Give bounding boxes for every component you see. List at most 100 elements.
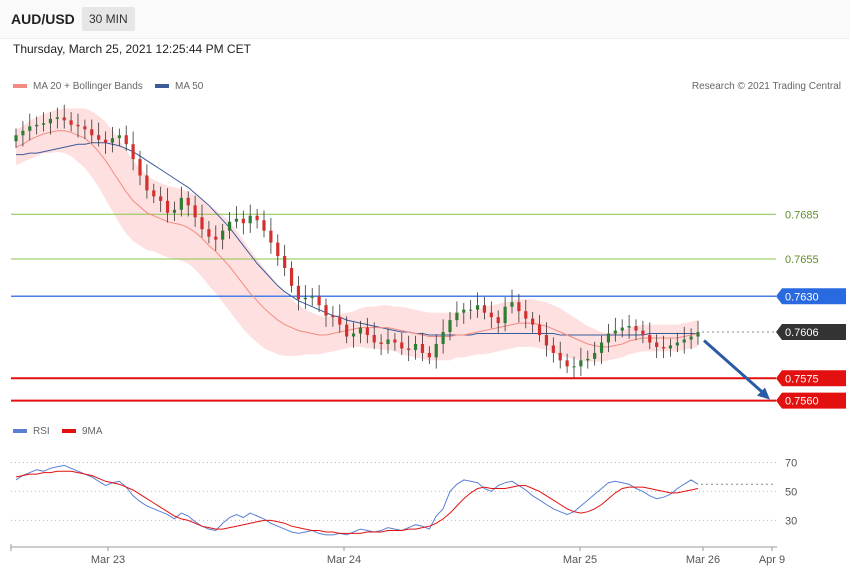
- candle: [586, 350, 590, 369]
- x-tick-label: Mar 24: [327, 554, 361, 566]
- candle: [207, 220, 211, 244]
- timeframe-button[interactable]: 30 MIN: [82, 7, 135, 31]
- level-label-0.7560: 0.7560: [785, 396, 819, 408]
- candle: [255, 209, 259, 229]
- copyright-text: Research © 2021 Trading Central: [692, 81, 841, 92]
- level-lines-layer: [11, 213, 776, 402]
- candle: [620, 319, 624, 338]
- forecast-arrow-shaft: [703, 339, 765, 395]
- candle: [475, 292, 480, 318]
- candle: [289, 261, 294, 293]
- candle: [221, 223, 225, 250]
- candle: [124, 125, 128, 151]
- ma20-legend-label: MA 20 + Bollinger Bands: [33, 81, 143, 92]
- candle: [214, 225, 218, 251]
- candle: [482, 297, 487, 320]
- candle: [358, 320, 363, 344]
- candle: [159, 186, 163, 213]
- forecast-layer: [703, 339, 770, 400]
- candle: [35, 116, 39, 135]
- x-tick-label: Mar 26: [686, 554, 720, 566]
- rsi-panel: 70 50 30: [11, 457, 797, 536]
- ma50-legend-label: MA 50: [175, 81, 204, 92]
- candle: [165, 188, 170, 223]
- forecast-arrow-head: [757, 387, 770, 400]
- candle: [145, 164, 149, 199]
- candle: [76, 113, 80, 138]
- rsi-legend-swatch: [13, 429, 27, 433]
- candle: [103, 131, 108, 154]
- candle: [407, 335, 411, 362]
- candle: [510, 289, 514, 314]
- candle: [28, 113, 32, 141]
- bollinger-band: [16, 108, 698, 362]
- candle: [131, 131, 135, 171]
- level-label-0.7575: 0.7575: [785, 373, 819, 385]
- x-tick-label: Mar 25: [563, 554, 597, 566]
- candle: [138, 150, 142, 186]
- candle: [21, 121, 25, 147]
- candle: [351, 322, 356, 348]
- candle: [689, 328, 693, 350]
- candle: [661, 335, 666, 359]
- candle: [400, 332, 404, 356]
- candle: [262, 210, 266, 238]
- candle: [558, 341, 562, 369]
- ma20-legend-swatch: [13, 84, 27, 88]
- candle: [386, 328, 390, 354]
- candle: [503, 297, 507, 332]
- candle: [283, 244, 287, 277]
- moving-average-layer: [15, 130, 699, 348]
- candle: [48, 112, 53, 135]
- x-axis: Mar 23 Mar 24 Mar 25 Mar 26 Apr 9: [10, 544, 785, 566]
- rsi-ma-line: [15, 470, 699, 534]
- candle: [448, 311, 452, 341]
- candle: [517, 294, 521, 323]
- candle: [544, 322, 549, 357]
- rsi-ma-legend-label: 9MA: [82, 426, 103, 437]
- candle: [90, 119, 94, 144]
- bollinger-band-layer: [16, 108, 698, 362]
- candle: [420, 332, 425, 362]
- rsi-ma-legend-swatch: [62, 429, 76, 433]
- candle: [310, 288, 314, 306]
- candle: [338, 304, 342, 333]
- x-tick-label: Mar 23: [91, 554, 125, 566]
- rsi-tick-label: 30: [785, 515, 797, 527]
- level-tag-0.7606: [776, 324, 846, 341]
- ma20-line: [15, 130, 699, 348]
- candle: [296, 276, 301, 311]
- level-label-0.7655: 0.7655: [785, 254, 819, 266]
- level-label-0.7685: 0.7685: [785, 209, 819, 221]
- candle: [324, 298, 328, 327]
- candle: [668, 338, 673, 357]
- candle: [248, 204, 252, 233]
- candle: [234, 206, 239, 229]
- candle: [655, 334, 659, 359]
- candle: [434, 334, 438, 369]
- candle: [489, 301, 493, 329]
- candle: [276, 234, 280, 266]
- candle: [379, 334, 383, 356]
- rsi-line: [15, 464, 699, 536]
- level-tag-0.7560: [776, 392, 846, 409]
- candle: [62, 104, 66, 129]
- candle: [441, 319, 445, 354]
- candles-layer: [14, 104, 700, 378]
- chart-header: AUD/USD 30 MIN: [0, 0, 850, 39]
- level-label-0.7630: 0.7630: [785, 291, 819, 303]
- level-tag-0.7630: [776, 288, 846, 305]
- candle: [372, 322, 376, 350]
- candle: [193, 195, 197, 227]
- candle: [462, 302, 466, 324]
- candle: [524, 299, 528, 329]
- candle: [152, 183, 156, 204]
- candle: [14, 128, 18, 148]
- candle: [627, 314, 631, 339]
- candle: [303, 285, 307, 309]
- candle: [331, 305, 335, 327]
- candle: [531, 311, 535, 333]
- candle: [606, 323, 611, 353]
- level-label-0.7606: 0.7606: [785, 327, 819, 339]
- candle: [365, 317, 369, 344]
